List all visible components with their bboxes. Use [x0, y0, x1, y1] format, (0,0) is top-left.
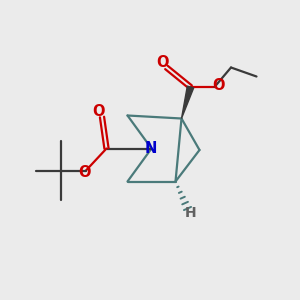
Text: H: H: [185, 206, 196, 220]
Text: O: O: [157, 55, 169, 70]
Text: N: N: [145, 141, 157, 156]
Polygon shape: [182, 86, 194, 118]
Text: O: O: [92, 104, 105, 119]
Text: O: O: [78, 165, 90, 180]
Text: O: O: [212, 78, 224, 93]
